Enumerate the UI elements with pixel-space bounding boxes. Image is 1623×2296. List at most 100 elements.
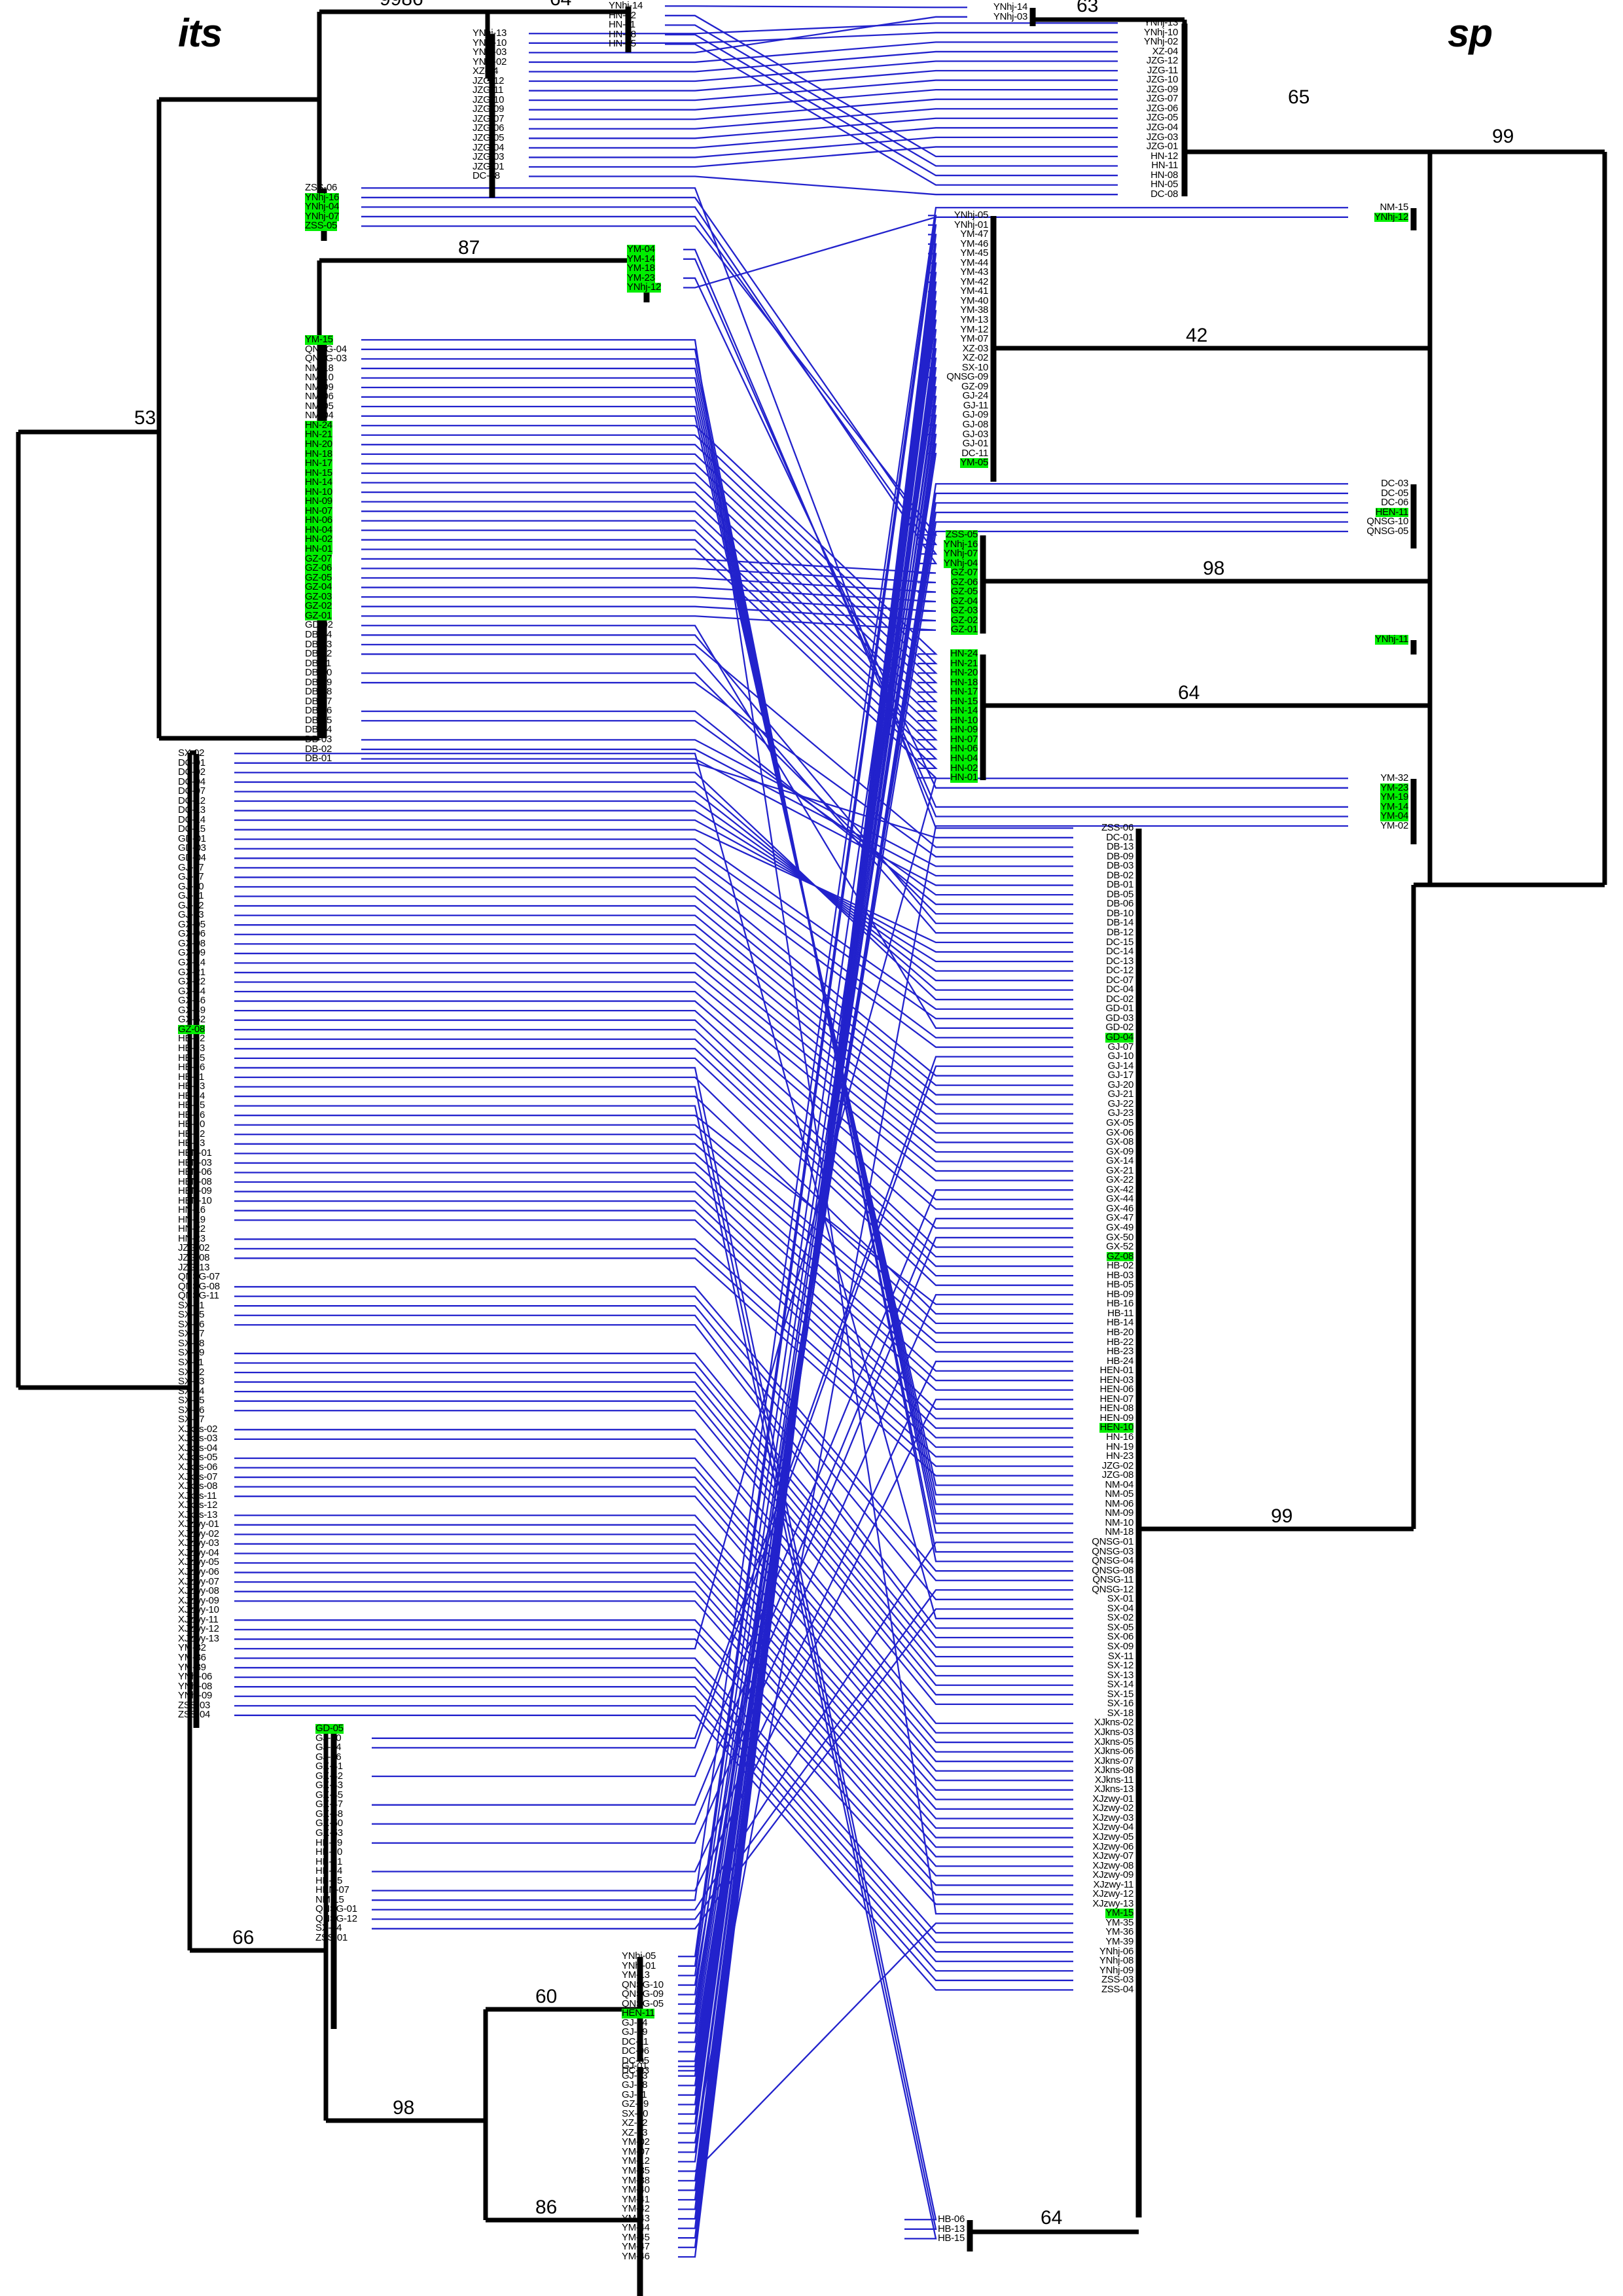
connector-line: [234, 1562, 1073, 1839]
tip-label: JZG-10: [473, 94, 505, 105]
support-label-left-9986: 9986: [380, 0, 423, 10]
connector-line: [234, 895, 1073, 1096]
tip-label: QNSG-11: [178, 1290, 219, 1302]
connector-line: [234, 1476, 1073, 1763]
tip-label: YNhj-10: [1143, 26, 1178, 38]
tip-label: QNSG-05: [1366, 525, 1408, 537]
tip-label: YM-42: [960, 276, 988, 287]
tip-label: YNhj-07: [305, 210, 340, 222]
tip-label: XJzwy-02: [178, 1528, 219, 1539]
tip-label: DC-05: [622, 2055, 649, 2067]
tip-label: XJkns-08: [178, 1480, 218, 1492]
tip-label: JZG-01: [473, 160, 505, 172]
connector-line: [234, 1191, 1073, 1420]
connector-line: [234, 943, 1073, 1143]
connector-line: [234, 1057, 1073, 1286]
connector-line: [678, 243, 937, 2258]
tip-label: GD-01: [178, 833, 206, 844]
connector-line: [234, 1019, 1073, 1248]
tip-label: XJkns-02: [178, 1423, 218, 1435]
tip-label: DC-01: [1106, 831, 1133, 843]
tip-label: HN-06: [950, 743, 978, 755]
connector-line: [361, 720, 1073, 896]
tip-label: JZG-09: [1146, 83, 1179, 95]
tip-label: GJ-17: [178, 871, 204, 883]
connector-line: [234, 1571, 1073, 1848]
tip-label: HN-16: [1106, 1431, 1133, 1443]
connector-line: [234, 1400, 1073, 1696]
connector-line: [361, 187, 1073, 829]
connector-line: [234, 838, 1073, 1010]
tip-label: YM-04: [627, 243, 655, 255]
support-label-left-86: 86: [535, 2197, 558, 2218]
connector-line: [372, 1541, 1073, 1910]
tip-label: GJ-23: [178, 909, 204, 921]
tip-label: GD-04: [1105, 1031, 1133, 1043]
tip-label: YNhj-08: [178, 1680, 213, 1692]
tip-label: GD-03: [1105, 1012, 1133, 1024]
tip-label: GD-01: [1105, 1003, 1133, 1014]
tip-label: HEN-07: [315, 1884, 349, 1896]
tip-label: YM-39: [178, 1661, 206, 1673]
tip-label: GZ-05: [305, 571, 332, 583]
tip-label: XJzwy-04: [178, 1547, 219, 1558]
tip-label: GZ-02: [950, 614, 978, 626]
tip-label: XJzwy-13: [178, 1632, 219, 1644]
support-label-left-60: 60: [535, 1986, 558, 2007]
connector-line: [234, 1219, 1073, 1448]
tip-label: HN-23: [178, 1232, 205, 1244]
tip-label: HN-24: [950, 648, 978, 659]
tip-label: GJ-01: [622, 2060, 648, 2072]
tip-label: YM-07: [960, 333, 988, 345]
tip-label: HN-04: [305, 524, 332, 535]
tip-label: GX-48: [315, 1808, 343, 1820]
tip-label: ZSS-03: [178, 1699, 211, 1711]
connector-line: [234, 1590, 1073, 1867]
tip-label: GX-49: [178, 1004, 205, 1016]
tip-label: HN-02: [305, 533, 332, 545]
tip-label: DB-05: [1106, 888, 1133, 900]
connector-line: [361, 339, 1073, 1915]
tip-label: GX-44: [1106, 1193, 1133, 1205]
tip-label: XJkns-03: [1094, 1726, 1133, 1738]
connector-line: [234, 924, 1073, 1124]
tip-label: HN-10: [950, 714, 978, 726]
connector-line: [529, 22, 1118, 35]
tip-label: XJzwy-01: [178, 1518, 219, 1530]
tip-label: HB-03: [1106, 1269, 1133, 1281]
connector-line: [372, 1360, 1073, 1873]
tip-label: GD-02: [1105, 1022, 1133, 1033]
tip-label: YNhj-16: [943, 538, 978, 550]
tip-label: YNhj-13: [473, 27, 507, 39]
tip-label: SX-04: [315, 1922, 342, 1934]
tip-label: ZSS-06: [1101, 822, 1133, 833]
tip-label: GZ-07: [305, 552, 332, 564]
connector-line: [361, 748, 1073, 877]
tip-label: SX-07: [178, 1328, 205, 1340]
connector-line: [234, 1628, 1073, 1896]
tip-label: SX-09: [1107, 1641, 1134, 1653]
tip-label: YM-04: [1380, 810, 1408, 822]
tip-label: JZG-04: [1146, 122, 1179, 134]
tip-label-group-r-b3: DC-03 DC-05 DC-06 HEN-11 QNSG-10 QNSG-05: [1310, 478, 1408, 537]
tip-label: HB-16: [1106, 1298, 1133, 1310]
tip-label: GJ-14: [1107, 1060, 1134, 1071]
tip-label: DC-03: [622, 2064, 649, 2076]
tip-label: GJ-09: [962, 409, 989, 421]
support-label-left-98: 98: [393, 2097, 415, 2119]
tip-label: HEN-01: [1099, 1365, 1133, 1376]
tip-label: HB-13: [937, 2223, 965, 2234]
tip-label: GX-42: [315, 1770, 343, 1782]
tip-label: YM-05: [960, 457, 988, 469]
tip-label: SX-05: [178, 1309, 205, 1321]
tip-label: YM-12: [622, 2155, 650, 2167]
tip-label-group-l-b2: YM-15 QNSG-04 QNSG-03 NM-18 NM-10 NM-09 NM-06 N…: [305, 334, 403, 764]
tip-label: XJzwy-06: [178, 1566, 219, 1578]
tip-label: JZG-07: [1146, 93, 1179, 105]
tip-label: GZ-09: [622, 2098, 649, 2110]
tip-label: YM-18: [627, 262, 655, 274]
connector-line: [234, 1438, 1073, 1734]
tip-label: SX-01: [178, 1299, 205, 1311]
